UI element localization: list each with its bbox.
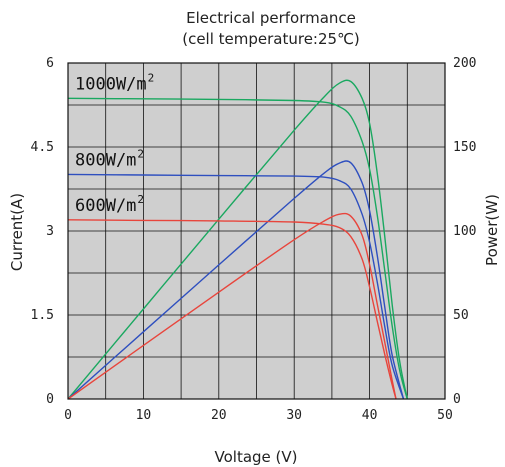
x-tick-label: 50: [437, 408, 453, 423]
x-axis-label: Voltage (V): [215, 448, 298, 466]
current-curve-1: [67, 173, 405, 400]
series-label: 800W/m: [75, 150, 136, 170]
x-tick-label: 10: [136, 408, 152, 423]
y-tick-label: 1.5: [31, 308, 54, 323]
y-tick-label: 4.5: [31, 140, 54, 155]
series-label: 600W/m: [75, 196, 136, 216]
y-tick-label: 6: [46, 56, 54, 71]
series-label-superscript: 2: [137, 193, 144, 206]
power-curve-0: [67, 79, 408, 400]
series-label-superscript: 2: [148, 71, 155, 84]
y2-tick-label: 0: [453, 392, 461, 407]
y2-tick-label: 100: [453, 224, 476, 239]
y-tick-label: 0: [46, 392, 54, 407]
power-curve-2: [67, 212, 397, 400]
power-curve-1: [67, 160, 405, 400]
y2-tick-label: 200: [453, 56, 476, 71]
grid-lines: [68, 63, 445, 399]
series-label: 1000W/m: [75, 74, 147, 94]
x-tick-label: 20: [211, 408, 227, 423]
current-curve-0: [67, 97, 408, 400]
plot-frame: [67, 62, 446, 400]
x-tick-label: 30: [286, 408, 302, 423]
x-tick-label: 40: [362, 408, 378, 423]
series-label-superscript: 2: [137, 147, 144, 160]
curves: [67, 79, 408, 400]
y2-tick-label: 150: [453, 140, 476, 155]
chart-title: Electrical performance: [186, 9, 356, 27]
x-tick-label: 0: [64, 408, 72, 423]
chart-subtitle: (cell temperature:25℃): [182, 30, 360, 48]
y2-tick-label: 50: [453, 308, 469, 323]
y-tick-label: 3: [46, 224, 54, 239]
y-axis-label: Current(A): [8, 193, 26, 271]
current-curve-2: [67, 219, 397, 400]
y2-axis-label: Power(W): [483, 194, 501, 266]
